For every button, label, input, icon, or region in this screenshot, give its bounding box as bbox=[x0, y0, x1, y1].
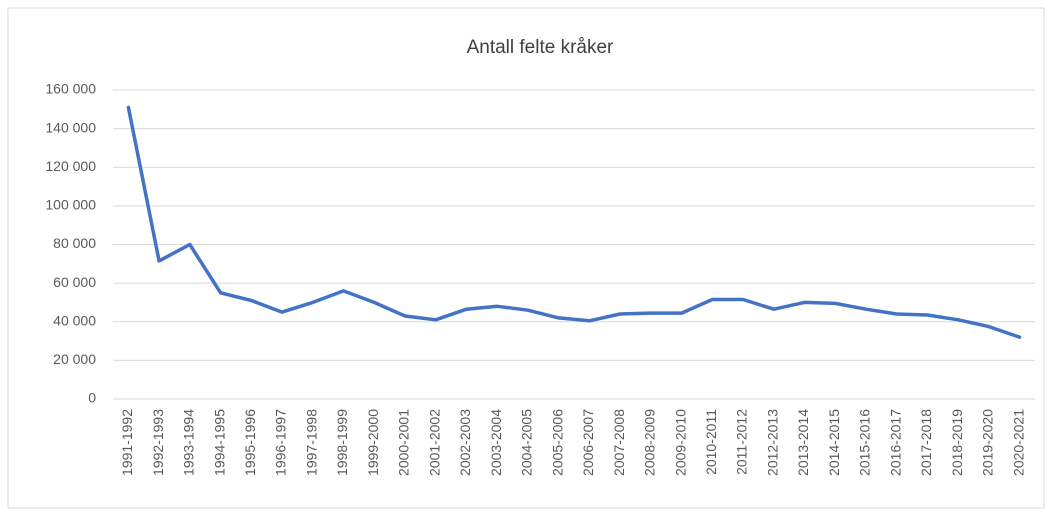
x-tick-label: 2013-2014 bbox=[795, 409, 811, 476]
x-tick-label: 2001-2002 bbox=[426, 409, 442, 476]
y-tick-label: 40 000 bbox=[53, 312, 96, 328]
x-tick-label: 2010-2011 bbox=[703, 409, 719, 475]
x-tick-label: 2003-2004 bbox=[488, 409, 504, 476]
x-tick-label: 2016-2017 bbox=[887, 409, 903, 476]
y-tick-label: 120 000 bbox=[45, 158, 96, 174]
chart-frame bbox=[7, 7, 1045, 509]
x-tick-label: 1992-1993 bbox=[150, 409, 166, 476]
x-tick-label: 1999-2000 bbox=[365, 409, 381, 476]
x-tick-label: 2019-2020 bbox=[980, 409, 996, 476]
data-line bbox=[126, 105, 1022, 339]
x-tick-label: 2005-2006 bbox=[549, 409, 565, 476]
y-tick-label: 60 000 bbox=[53, 274, 96, 290]
x-tick-label: 1996-1997 bbox=[273, 409, 289, 476]
x-tick-label: 1991-1992 bbox=[119, 409, 135, 476]
y-tick-label: 80 000 bbox=[53, 235, 96, 251]
x-tick-label: 1995-1996 bbox=[242, 409, 258, 476]
x-tick-label: 2000-2001 bbox=[396, 409, 412, 476]
y-tick-label: 20 000 bbox=[53, 351, 96, 367]
x-tick-label: 2004-2005 bbox=[519, 409, 535, 476]
y-tick-label: 140 000 bbox=[45, 119, 96, 135]
x-tick-label: 2008-2009 bbox=[642, 409, 658, 476]
x-tick-label: 2009-2010 bbox=[672, 409, 688, 476]
x-tick-label: 1994-1995 bbox=[211, 409, 227, 476]
y-tick-label: 160 000 bbox=[45, 81, 96, 97]
x-tick-label: 2018-2019 bbox=[949, 409, 965, 476]
x-tick-label: 2017-2018 bbox=[918, 409, 934, 476]
chart-title: Antall felte kråker bbox=[467, 37, 614, 58]
y-tick-label: 0 bbox=[88, 390, 96, 406]
x-tick-label: 2015-2016 bbox=[857, 409, 873, 476]
x-tick-label: 1998-1999 bbox=[334, 409, 350, 476]
x-tick-label: 2006-2007 bbox=[580, 409, 596, 476]
x-tick-label: 2011-2012 bbox=[734, 409, 750, 475]
x-tick-label: 1993-1994 bbox=[181, 409, 197, 476]
y-tick-label: 100 000 bbox=[45, 197, 96, 213]
x-tick-label: 2002-2003 bbox=[457, 409, 473, 476]
x-tick-label: 2012-2013 bbox=[764, 409, 780, 476]
x-tick-label: 2014-2015 bbox=[826, 409, 842, 476]
x-tick-label: 1997-1998 bbox=[303, 409, 319, 476]
x-tick-label: 2007-2008 bbox=[611, 409, 627, 476]
x-tick-label: 2020-2021 bbox=[1010, 409, 1026, 476]
